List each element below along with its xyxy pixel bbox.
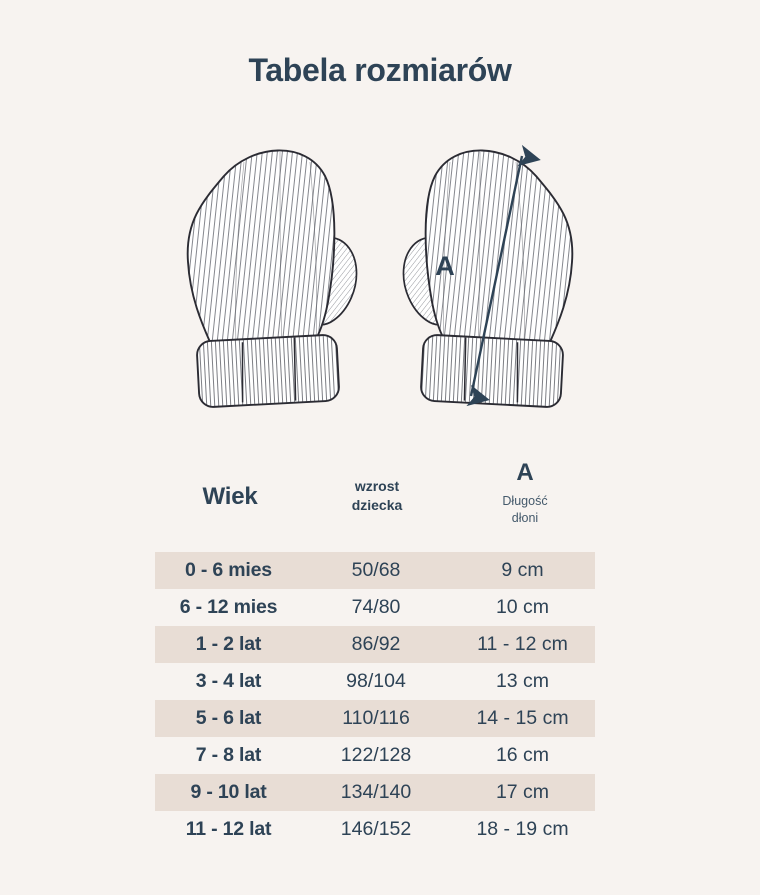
cell-wiek: 0 - 6 mies — [185, 559, 272, 581]
mitten-right-cuff — [420, 334, 564, 408]
table-row: 9 - 10 lat 134/140 17 cm — [155, 774, 595, 811]
cell-dlugosc-dloni: 18 - 19 cm — [476, 818, 569, 840]
cell-dlugosc-dloni: 16 cm — [495, 744, 550, 766]
column-header-a-sub-line1: Długość — [502, 494, 548, 508]
mittens-illustration: A — [140, 110, 620, 430]
mitten-right-group — [402, 149, 574, 408]
column-header-a-symbol: A — [516, 459, 534, 486]
column-header-wzrost: wzrost dziecka — [302, 455, 452, 515]
cell-wzrost: 122/128 — [340, 744, 412, 766]
mitten-left-rib-accents — [235, 151, 317, 345]
cell-wzrost: 146/152 — [340, 818, 412, 840]
cell-dlugosc-dloni: 13 cm — [495, 670, 550, 692]
table-header: Wiek wzrost dziecka A Długość dłoni — [155, 455, 595, 550]
measure-line-a — [466, 144, 541, 407]
cell-wiek: 11 - 12 lat — [185, 818, 272, 840]
cell-wzrost: 110/116 — [342, 707, 410, 729]
cell-wzrost: 50/68 — [351, 559, 401, 581]
cell-wzrost: 134/140 — [340, 781, 412, 803]
cell-wzrost: 86/92 — [351, 633, 401, 655]
column-header-a-sublabel: Długość dłoni — [450, 493, 600, 527]
column-header-wzrost-label: wzrost dziecka — [302, 477, 452, 515]
table-row: 0 - 6 mies 50/68 9 cm — [155, 552, 595, 589]
measurement-arrow-a — [466, 144, 541, 407]
mitten-left-body — [186, 149, 336, 347]
column-header-a: A Długość dłoni — [450, 455, 600, 527]
mitten-left-cuff-dividers — [241, 337, 297, 403]
column-header-wzrost-line2: dziecka — [351, 496, 403, 513]
table-row: 11 - 12 lat 146/152 18 - 19 cm — [155, 811, 595, 848]
mitten-left-group — [186, 149, 358, 408]
table-row: 3 - 4 lat 98/104 13 cm — [155, 663, 595, 700]
table-row: 1 - 2 lat 86/92 11 - 12 cm — [155, 626, 595, 663]
cell-wiek: 3 - 4 lat — [195, 670, 262, 692]
cell-wzrost: 74/80 — [351, 596, 401, 618]
column-header-wzrost-line1: wzrost — [354, 478, 400, 494]
column-header-wiek: Wiek — [155, 455, 305, 511]
mitten-left-cuff — [196, 334, 340, 408]
mitten-right-body — [424, 149, 574, 347]
cell-wiek: 1 - 2 lat — [195, 633, 262, 655]
cell-wiek: 7 - 8 lat — [195, 744, 262, 766]
cell-wiek: 9 - 10 lat — [190, 781, 267, 803]
cell-dlugosc-dloni: 14 - 15 cm — [476, 707, 569, 729]
page-title: Tabela rozmiarów — [248, 52, 512, 88]
column-header-wiek-label: Wiek — [202, 483, 258, 510]
cell-wiek: 6 - 12 mies — [179, 596, 278, 618]
table-row: 6 - 12 mies 74/80 10 cm — [155, 589, 595, 626]
cell-wzrost: 98/104 — [346, 670, 406, 692]
cell-dlugosc-dloni: 17 cm — [495, 781, 550, 803]
size-table: 0 - 6 mies 50/68 9 cm 6 - 12 mies 74/80 10 cm… — [155, 552, 595, 848]
cell-dlugosc-dloni: 9 cm — [501, 559, 544, 581]
cell-dlugosc-dloni: 11 - 12 cm — [477, 633, 568, 655]
column-header-a-sub-line2: dłoni — [511, 510, 539, 525]
cell-wiek: 5 - 6 lat — [195, 707, 262, 729]
table-row: 5 - 6 lat 110/116 14 - 15 cm — [155, 700, 595, 737]
measure-label-a: A — [435, 251, 455, 281]
table-row: 7 - 8 lat 122/128 16 cm — [155, 737, 595, 774]
cell-dlugosc-dloni: 10 cm — [495, 596, 550, 618]
